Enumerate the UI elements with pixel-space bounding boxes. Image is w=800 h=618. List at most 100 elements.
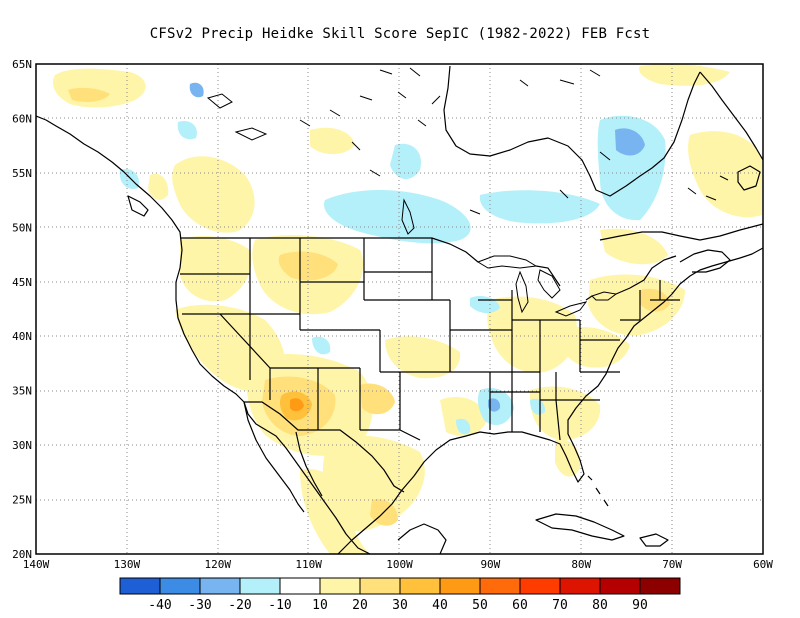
great-slave-lake (234, 127, 268, 141)
shade-yukon-yellow (172, 156, 255, 233)
shade-ungava-yellow (688, 131, 762, 218)
lat-label: 60N (12, 112, 32, 125)
colorbar-swatch (239, 577, 281, 595)
shade-midwest-yellow (487, 296, 577, 373)
colorbar-swatch (199, 577, 241, 595)
lon-label: 80W (571, 558, 591, 571)
shade-arizona-core-dark (290, 398, 304, 412)
colorbar-label: 40 (432, 598, 448, 613)
lon-label: 60W (753, 558, 773, 571)
shade-hudson-yellow (310, 127, 355, 155)
shade-kansas-yellow (385, 336, 461, 379)
colorbar-label: -30 (188, 598, 211, 613)
shade-canada-blue-core (615, 128, 645, 156)
pacific-coastline (36, 115, 371, 554)
lake-ontario (591, 291, 618, 301)
shade-midsouth-yellow (440, 396, 488, 436)
colorbar-label: 50 (472, 598, 488, 613)
shade-alabama-blue (530, 398, 546, 415)
colorbar: -40 -30 -20 -10 10 20 30 40 50 60 70 80 90 (119, 577, 681, 613)
lake-huron (537, 269, 561, 299)
colorbar-swatch (519, 577, 561, 595)
shade-arkansas-blue (456, 418, 471, 435)
shade-montana-orange (278, 251, 338, 281)
st-lawrence-shore (599, 223, 763, 241)
gulf-california-coast (295, 431, 323, 497)
hudson-bay-shore (443, 65, 701, 197)
nova-scotia-coast (679, 249, 731, 273)
shade-ohio-yellow (559, 326, 630, 368)
lake-michigan (515, 270, 529, 314)
colorbar-label: -40 (148, 598, 171, 613)
lon-label: 130W (114, 558, 141, 571)
shade-mexico-yellow (300, 468, 370, 554)
longitude-labels: 140W 130W 120W 110W 100W 90W 80W 70W 60W (23, 558, 774, 571)
shade-lakes-blue (470, 296, 500, 314)
lake-winnipeg (401, 198, 415, 235)
shade-canada-blue-1 (324, 190, 471, 244)
colorbar-label: 80 (592, 598, 608, 613)
colorbar-label: 70 (552, 598, 568, 613)
colorbar-label: 30 (392, 598, 408, 613)
shade-canada-blue-3 (597, 115, 666, 221)
state-lines (180, 238, 680, 441)
shade-alaska-orange (68, 87, 110, 102)
baja-coastline (243, 401, 305, 513)
lat-label: 20N (12, 548, 32, 561)
great-bear-lake (206, 93, 233, 109)
colorbar-swatch (319, 577, 361, 595)
lat-label: 55N (12, 167, 32, 180)
gulf-coastline (337, 247, 763, 554)
colorbar-label: 20 (352, 598, 368, 613)
colorbar-swatch (479, 577, 521, 595)
colorbar-swatch (639, 577, 681, 595)
colorbar-swatch (279, 577, 321, 595)
colorbar-label: 10 (312, 598, 328, 613)
shade-north-yellow (639, 64, 730, 86)
lon-label: 120W (205, 558, 232, 571)
hispaniola-coastline (639, 533, 669, 547)
coastline-layer (36, 65, 763, 554)
cuba-coastline (535, 513, 625, 541)
lat-label: 45N (12, 276, 32, 289)
lat-label: 35N (12, 385, 32, 398)
shade-alaska-yellow (52, 68, 146, 108)
shade-canada-blue-5 (177, 120, 197, 140)
shade-alaska-blue (189, 82, 204, 98)
lon-label: 100W (386, 558, 413, 571)
colorbar-swatch (559, 577, 601, 595)
lat-label: 50N (12, 221, 32, 234)
lake-erie (554, 301, 588, 317)
plot-frame (35, 63, 764, 555)
yucatan-coastline (397, 523, 447, 554)
lon-label: 90W (480, 558, 500, 571)
colorbar-swatch (359, 577, 401, 595)
shade-colorado-blue (312, 336, 331, 355)
map-title: CFSv2 Precip Heidke Skill Score SepIC (1… (149, 26, 651, 42)
shade-florida-yellow (555, 439, 581, 477)
us-canada-border (180, 237, 677, 301)
colorbar-label: -10 (268, 598, 291, 613)
lon-label: 140W (23, 558, 50, 571)
newfoundland-coast (737, 165, 761, 191)
lat-label: 30N (12, 439, 32, 452)
latitude-labels: 65N 60N 55N 50N 45N 40N 35N 30N 25N 20N (12, 58, 32, 561)
lat-label: 40N (12, 330, 32, 343)
shade-pacnw-yellow (180, 235, 252, 302)
shade-gulf-blue-core (488, 398, 501, 412)
labrador-coast (699, 71, 763, 161)
colorbar-swatch (399, 577, 441, 595)
shade-northeast-yellow (588, 274, 685, 336)
shade-canada-blue-4 (390, 143, 421, 180)
lon-label: 70W (662, 558, 682, 571)
lat-label: 25N (12, 494, 32, 507)
arctic-fragments (299, 67, 729, 215)
shade-texas-yellow (322, 435, 425, 532)
boundaries-layer (180, 237, 680, 493)
colorbar-swatch (599, 577, 641, 595)
colorbar-swatch (119, 577, 161, 595)
vancouver-island (127, 195, 149, 217)
shade-newmexico-orange (360, 383, 395, 415)
lake-superior (476, 255, 538, 269)
colorbar-swatch (159, 577, 201, 595)
